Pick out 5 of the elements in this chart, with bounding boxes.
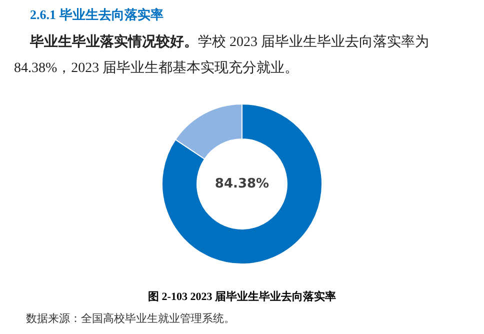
chart-title: 2.6.1 毕业生去向落实率 <box>30 6 164 24</box>
source-note: 数据来源：全国高校毕业生就业管理系统。 <box>26 312 235 326</box>
text: 毕业生毕业落实情况较好。 <box>30 35 198 50</box>
caption: 图 2-103 2023 届毕业生毕业去向落实率 <box>147 290 337 304</box>
text: 84.38% <box>214 176 270 192</box>
